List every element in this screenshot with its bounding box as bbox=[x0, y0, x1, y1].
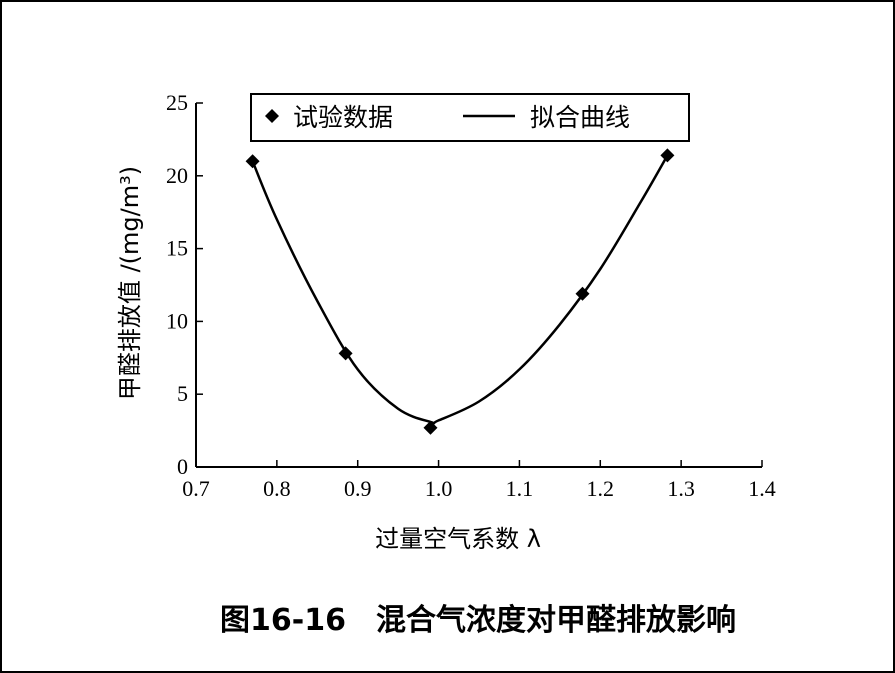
data-point bbox=[423, 420, 438, 435]
legend: 试验数据 拟合曲线 bbox=[250, 93, 690, 142]
data-point bbox=[245, 154, 260, 169]
x-tick-label: 0.7 bbox=[182, 476, 210, 501]
y-tick-label: 15 bbox=[166, 236, 188, 261]
tick-labels: 0.7 0.8 0.9 1.0 1.1 1.2 1.3 1.4 0 5 10 15 20 25 bbox=[166, 90, 776, 501]
x-tick-label: 1.1 bbox=[506, 476, 534, 501]
y-axis-label: 甲醛排放值 /(mg/m³) bbox=[116, 166, 144, 400]
y-tick-label: 10 bbox=[166, 308, 188, 333]
y-tick-label: 0 bbox=[177, 454, 188, 479]
x-tick-label: 1.3 bbox=[667, 476, 695, 501]
legend-box bbox=[250, 93, 690, 142]
legend-diamond-marker bbox=[265, 109, 279, 123]
x-tick-label: 1.0 bbox=[425, 476, 453, 501]
data-point bbox=[338, 346, 353, 361]
figure-caption-number: 图16-16 bbox=[220, 603, 346, 638]
data-point bbox=[660, 148, 675, 163]
x-axis-label: 过量空气系数 λ bbox=[375, 525, 541, 553]
y-tick-label: 20 bbox=[166, 163, 188, 188]
fit-curve bbox=[251, 154, 669, 425]
axes bbox=[195, 102, 763, 468]
x-tick-label: 0.9 bbox=[344, 476, 372, 501]
x-tick-label: 1.4 bbox=[748, 476, 776, 501]
legend-label-curve: 拟合曲线 bbox=[530, 103, 630, 132]
data-point bbox=[575, 286, 590, 301]
y-tick-label: 25 bbox=[166, 90, 188, 115]
fit-curve-layer bbox=[251, 154, 669, 425]
legend-label-points: 试验数据 bbox=[293, 103, 393, 132]
x-tick-label: 1.2 bbox=[587, 476, 615, 501]
figure-caption-title: 混合气浓度对甲醛排放影响 bbox=[376, 603, 736, 638]
data-points-layer bbox=[245, 148, 675, 435]
y-tick-label: 5 bbox=[177, 381, 188, 406]
x-tick-label: 0.8 bbox=[263, 476, 291, 501]
